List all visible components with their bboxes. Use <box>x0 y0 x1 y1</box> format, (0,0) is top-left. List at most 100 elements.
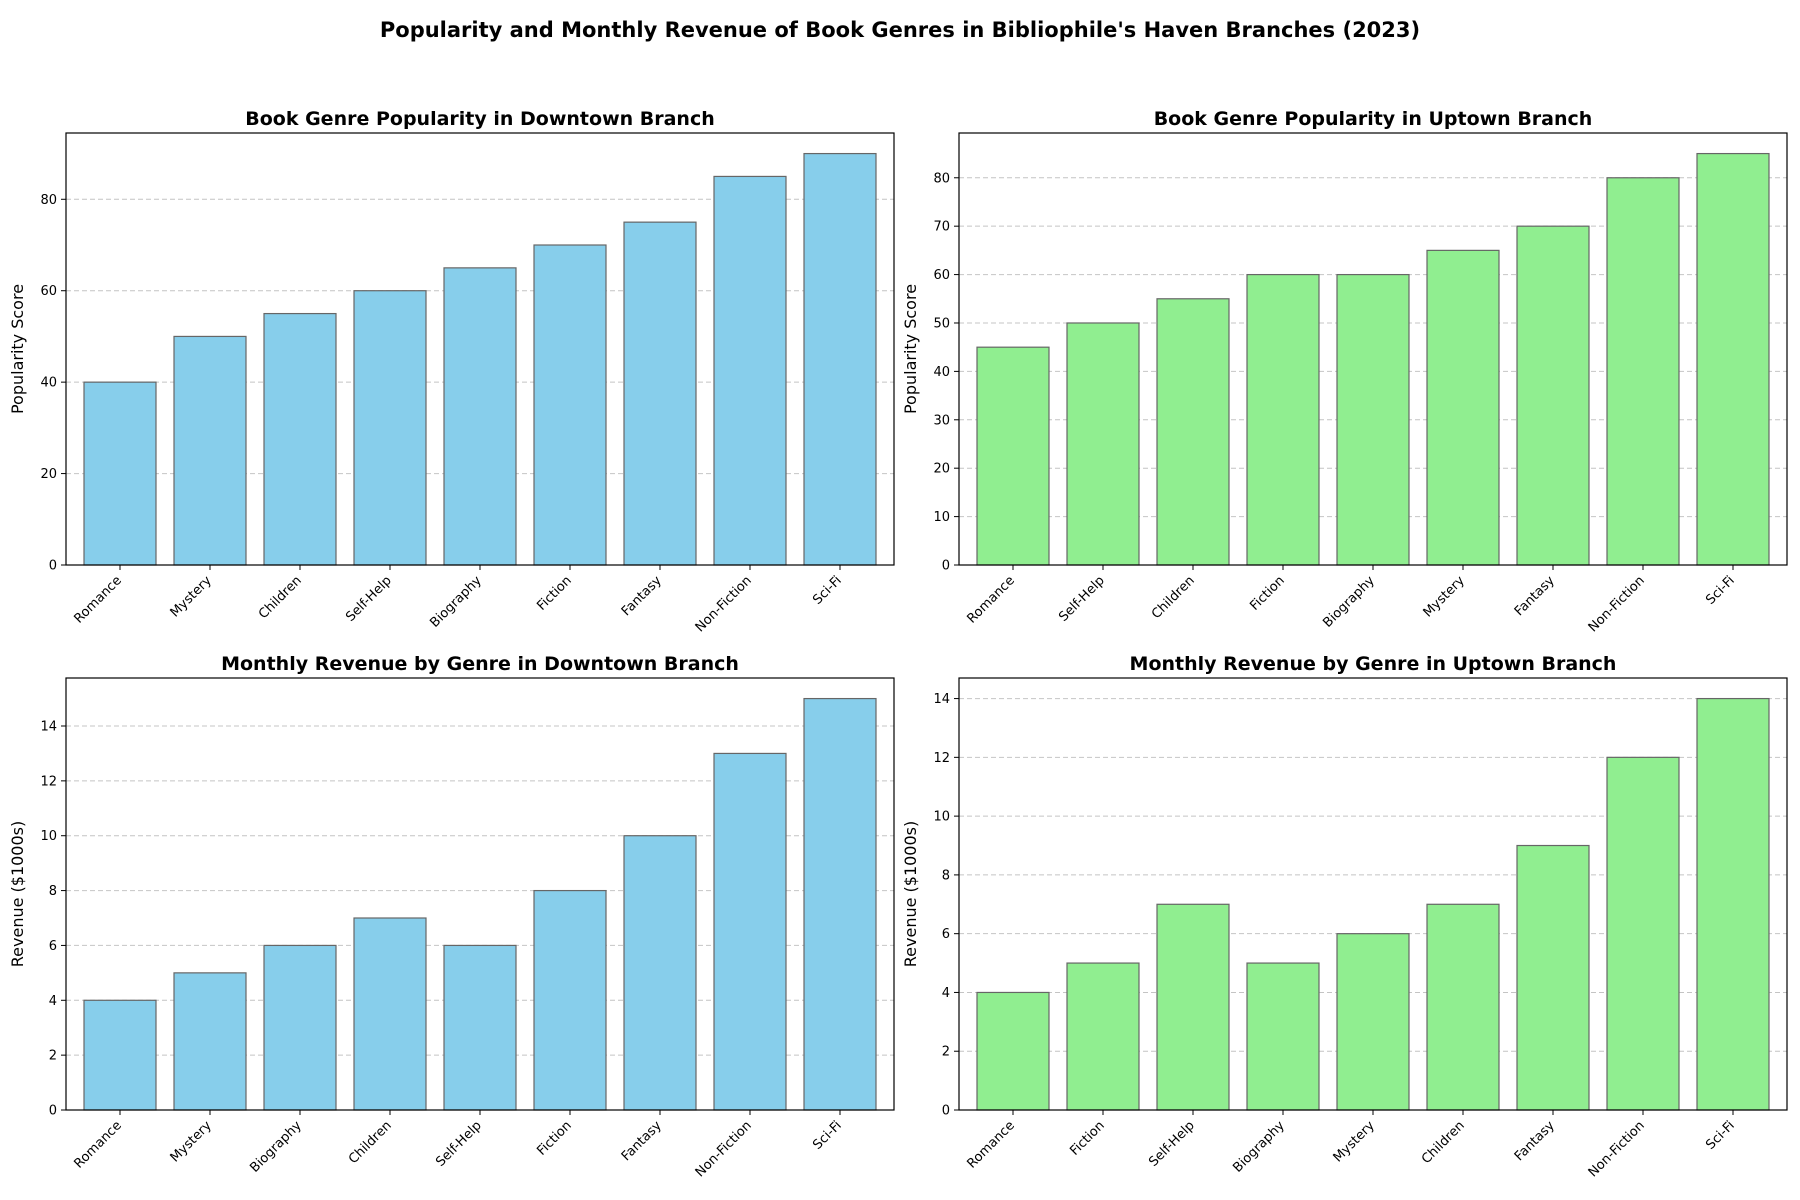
bar-fantasy <box>623 221 697 566</box>
x-tick-label: Mystery <box>1331 1118 1378 1165</box>
bar-romance <box>976 991 1050 1111</box>
x-tick-label: Self-Help <box>1146 1118 1198 1170</box>
bar-non-fiction <box>713 175 787 566</box>
x-tick-label: Fiction <box>1067 1118 1107 1158</box>
y-tick-label: 0 <box>942 559 950 574</box>
bar-romance <box>83 381 157 566</box>
chart-title: Monthly Revenue by Genre in Uptown Branc… <box>1130 653 1617 675</box>
y-tick-label: 14 <box>933 692 950 707</box>
y-tick-label: 40 <box>40 376 57 391</box>
bar-self-help <box>443 944 517 1111</box>
y-tick-label: 0 <box>49 1104 57 1119</box>
y-tick-label: 0 <box>49 559 57 574</box>
bar-children <box>353 917 427 1111</box>
chart-svg: Book Genre Popularity in Uptown Branch Po… <box>901 108 1788 635</box>
chart-svg: Monthly Revenue by Genre in Uptown Branc… <box>901 653 1788 1180</box>
x-tick-label: Children <box>346 1118 395 1167</box>
x-tick-label: Self-Help <box>343 573 395 625</box>
bar-children <box>1426 903 1500 1111</box>
y-axis-label: Revenue ($1000s) <box>8 821 27 967</box>
x-tick-label: Mystery <box>168 1118 215 1165</box>
y-tick-label: 40 <box>933 365 950 380</box>
x-tick-label: Biography <box>1230 1118 1288 1176</box>
chart-title: Book Genre Popularity in Uptown Branch <box>1154 108 1593 130</box>
y-tick-label: 0 <box>942 1104 950 1119</box>
x-tick-label: Romance <box>71 573 124 626</box>
x-tick-label: Fiction <box>1247 573 1287 613</box>
x-tick-label: Sci-Fi <box>810 1118 845 1153</box>
plot-frame <box>65 677 895 1111</box>
y-tick-label: 2 <box>49 1049 57 1064</box>
chart-title: Book Genre Popularity in Downtown Branch <box>245 108 715 130</box>
y-tick-label: 20 <box>40 467 57 482</box>
x-tick-label: Children <box>256 573 305 622</box>
bar-mystery <box>1336 933 1410 1111</box>
bar-mystery <box>173 972 247 1111</box>
bar-non-fiction <box>1606 177 1680 566</box>
y-tick-label: 30 <box>933 413 950 428</box>
bar-fantasy <box>1516 844 1590 1111</box>
bar-children <box>1156 298 1230 566</box>
x-tick-label: Fiction <box>534 1118 574 1158</box>
y-axis-label: Revenue ($1000s) <box>901 821 920 967</box>
bar-self-help <box>353 290 427 566</box>
x-tick-label: Fantasy <box>1512 573 1558 619</box>
y-tick-label: 12 <box>933 751 950 766</box>
bar-non-fiction <box>713 752 787 1111</box>
bar-sci-fi <box>803 697 877 1111</box>
chart-downtown-popularity: Book Genre Popularity in Downtown Branch… <box>0 75 900 635</box>
chart-uptown-revenue: Monthly Revenue by Genre in Uptown Branc… <box>893 620 1793 1180</box>
bar-sci-fi <box>1696 697 1770 1111</box>
plot-frame <box>958 677 1788 1111</box>
bar-biography <box>263 944 337 1111</box>
x-tick-label: Sci-Fi <box>1703 1118 1738 1153</box>
y-tick-label: 20 <box>933 462 950 477</box>
bar-fiction <box>533 889 607 1111</box>
y-tick-label: 8 <box>49 884 57 899</box>
x-tick-label: Fantasy <box>619 1118 665 1164</box>
chart-svg: Book Genre Popularity in Downtown Branch… <box>8 108 895 635</box>
bar-biography <box>1246 962 1320 1111</box>
x-tick-label: Romance <box>71 1118 124 1171</box>
bar-fantasy <box>623 835 697 1111</box>
chart-title: Monthly Revenue by Genre in Downtown Bra… <box>221 653 739 675</box>
plot-frame <box>65 132 895 566</box>
bar-self-help <box>1066 322 1140 566</box>
y-tick-label: 10 <box>933 810 950 825</box>
x-tick-label: Fiction <box>534 573 574 613</box>
plot-frame <box>958 132 1788 566</box>
x-tick-label: Romance <box>964 1118 1017 1171</box>
y-tick-label: 6 <box>942 927 950 942</box>
chart-svg: Monthly Revenue by Genre in Downtown Bra… <box>8 653 895 1180</box>
bar-biography <box>1336 273 1410 566</box>
x-tick-label: Non-Fiction <box>693 1118 755 1180</box>
y-tick-label: 60 <box>40 284 57 299</box>
x-tick-label: Fantasy <box>619 573 665 619</box>
x-tick-label: Mystery <box>168 573 215 620</box>
bar-fantasy <box>1516 225 1590 566</box>
y-tick-label: 2 <box>942 1045 950 1060</box>
y-tick-label: 60 <box>933 268 950 283</box>
x-tick-label: Fantasy <box>1512 1118 1558 1164</box>
y-tick-label: 80 <box>933 171 950 186</box>
bar-mystery <box>1426 249 1500 566</box>
x-tick-label: Self-Help <box>1056 573 1108 625</box>
bar-non-fiction <box>1606 756 1680 1111</box>
y-tick-label: 10 <box>40 829 57 844</box>
x-tick-label: Children <box>1419 1118 1468 1167</box>
bar-fiction <box>1066 962 1140 1111</box>
bar-biography <box>443 267 517 566</box>
bar-sci-fi <box>1696 152 1770 566</box>
x-tick-label: Sci-Fi <box>1703 573 1738 608</box>
y-tick-label: 4 <box>49 994 57 1009</box>
bar-self-help <box>1156 903 1230 1111</box>
y-tick-label: 80 <box>40 193 57 208</box>
bar-sci-fi <box>803 152 877 566</box>
y-tick-label: 14 <box>40 720 57 735</box>
x-tick-label: Self-Help <box>433 1118 485 1170</box>
figure-title: Popularity and Monthly Revenue of Book G… <box>379 18 1421 42</box>
chart-uptown-popularity: Book Genre Popularity in Uptown Branch Po… <box>893 75 1793 635</box>
chart-downtown-revenue: Monthly Revenue by Genre in Downtown Bra… <box>0 620 900 1180</box>
bar-children <box>263 312 337 566</box>
x-tick-label: Non-Fiction <box>1586 1118 1648 1180</box>
